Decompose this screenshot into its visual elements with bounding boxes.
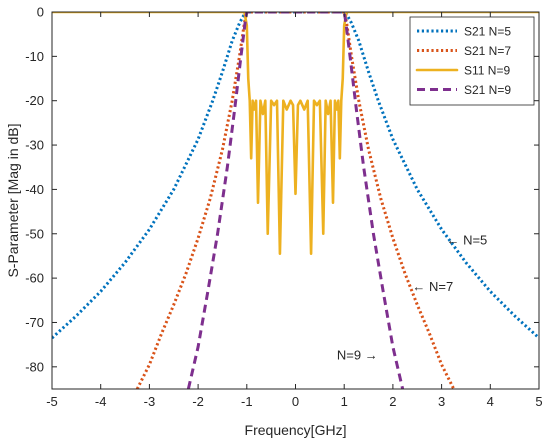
y-tick-label: 0: [37, 5, 44, 20]
series-line-4: [186, 12, 405, 389]
x-tick-label: -1: [241, 394, 253, 409]
y-tick-label: -20: [25, 93, 44, 108]
legend-label: S21 N=7: [464, 44, 511, 58]
x-axis-title: Frequency[GHz]: [245, 422, 347, 438]
y-tick-label: -40: [25, 182, 44, 197]
x-tick-label: 1: [341, 394, 348, 409]
y-tick-label: -80: [25, 359, 44, 374]
x-tick-label: 0: [292, 394, 299, 409]
y-tick-label: -50: [25, 226, 44, 241]
x-tick-label: 4: [487, 394, 494, 409]
x-tick-label: -2: [192, 394, 204, 409]
x-tick-label: 5: [535, 394, 542, 409]
y-tick-label: -60: [25, 271, 44, 286]
y-axis-title: S-Parameter [Mag in dB]: [5, 123, 21, 277]
legend-label: S21 N=9: [464, 83, 511, 97]
legend-label: S11 N=9: [464, 64, 510, 78]
annotation-label: ← N=7: [412, 279, 453, 294]
x-tick-label: -3: [144, 394, 156, 409]
annotation-label: ← N=5: [446, 232, 487, 247]
series-line-3: [52, 12, 539, 256]
x-tick-label: -4: [95, 394, 107, 409]
x-tick-label: 3: [438, 394, 445, 409]
legend-label: S21 N=5: [464, 25, 511, 39]
y-tick-label: -70: [25, 315, 44, 330]
series-line-1: [52, 12, 539, 340]
x-tick-label: -5: [46, 394, 58, 409]
y-tick-label: -10: [25, 49, 44, 64]
x-tick-label: 2: [389, 394, 396, 409]
series-line-2: [135, 12, 456, 389]
annotation-label: N=9 →: [337, 348, 378, 363]
y-tick-label: -30: [25, 138, 44, 153]
